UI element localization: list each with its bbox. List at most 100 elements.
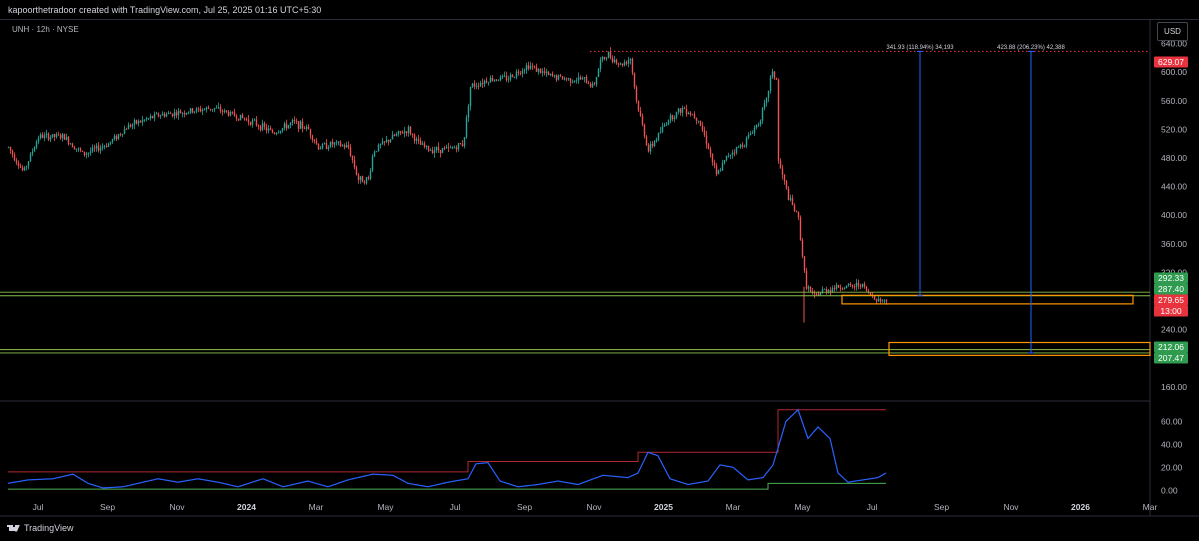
candle xyxy=(429,148,432,151)
candle-body xyxy=(53,134,56,137)
candle-body xyxy=(737,147,740,148)
candle xyxy=(605,57,608,61)
candle xyxy=(779,158,782,169)
candle xyxy=(757,122,760,127)
candle-body xyxy=(125,129,128,130)
candle xyxy=(723,159,726,165)
candle xyxy=(521,68,524,78)
candle-body xyxy=(471,83,474,87)
candle-body xyxy=(391,134,394,140)
candle-body xyxy=(51,134,54,138)
candle-body xyxy=(273,132,276,134)
candle xyxy=(419,137,422,145)
candle-body xyxy=(451,147,454,149)
candle xyxy=(247,115,250,126)
candle-body xyxy=(843,288,846,290)
candle-body xyxy=(343,145,346,148)
currency-button[interactable]: USD xyxy=(1157,22,1188,41)
price-label-text: 13:00 xyxy=(1160,306,1182,316)
candle-body xyxy=(197,108,200,110)
candle-body xyxy=(591,83,594,87)
candle-body xyxy=(713,162,716,166)
candle-body xyxy=(277,132,280,134)
candle-body xyxy=(503,75,506,77)
candle xyxy=(111,138,114,145)
candle xyxy=(679,108,682,116)
candle-body xyxy=(759,120,762,125)
time-tick-label: May xyxy=(377,502,394,512)
candle xyxy=(133,118,136,130)
candle xyxy=(487,81,490,86)
price-label-badge: 13:00 xyxy=(1154,305,1188,317)
candle xyxy=(565,77,568,82)
candle-body xyxy=(691,114,694,116)
candle xyxy=(805,267,808,291)
candle xyxy=(505,71,508,82)
candle-body xyxy=(827,290,830,293)
candle xyxy=(753,125,756,136)
candle xyxy=(519,70,522,76)
time-tick-label: Jul xyxy=(33,502,44,512)
candle xyxy=(177,108,180,120)
candle xyxy=(319,146,322,150)
candle-body xyxy=(151,116,154,119)
candle xyxy=(45,129,48,139)
candle-body xyxy=(247,119,250,123)
candle-body xyxy=(567,78,570,80)
candle xyxy=(47,132,50,142)
candle xyxy=(569,77,572,87)
candle xyxy=(277,130,280,134)
candle-body xyxy=(195,108,198,112)
candle xyxy=(37,135,40,145)
candle xyxy=(689,111,692,117)
candle xyxy=(759,119,762,127)
candle-body xyxy=(261,123,264,131)
candle xyxy=(495,79,498,82)
candle-body xyxy=(553,75,556,77)
candle-body xyxy=(607,51,610,59)
candle-body xyxy=(207,107,210,109)
candle xyxy=(523,68,526,74)
candle-body xyxy=(437,147,440,151)
candle xyxy=(69,142,72,145)
candle xyxy=(727,152,730,158)
oscillator-upper-band xyxy=(8,409,886,473)
candle xyxy=(427,145,430,153)
candle xyxy=(335,139,338,146)
candle-body xyxy=(815,293,818,295)
candle-body xyxy=(823,288,826,290)
candle xyxy=(241,112,244,119)
candle-body xyxy=(561,76,564,80)
candle-body xyxy=(571,82,574,84)
candle-body xyxy=(583,77,586,79)
candle xyxy=(285,119,288,131)
price-label-bg xyxy=(1154,56,1188,68)
candle xyxy=(783,174,786,185)
candle xyxy=(57,131,60,136)
candle xyxy=(299,120,302,130)
candle-body xyxy=(91,147,94,152)
candle-body xyxy=(825,288,828,293)
candle-body xyxy=(753,127,756,133)
candle xyxy=(545,68,548,78)
candle xyxy=(313,138,316,144)
candle-body xyxy=(167,112,170,115)
candle-body xyxy=(693,114,696,118)
candle xyxy=(293,116,296,124)
candle xyxy=(295,118,298,124)
candle-body xyxy=(467,106,470,118)
candle-body xyxy=(783,174,786,182)
candle xyxy=(609,47,612,60)
candle-body xyxy=(49,137,52,140)
candle xyxy=(751,130,754,134)
candle xyxy=(551,71,554,78)
candle-body xyxy=(869,292,872,296)
candle xyxy=(213,107,216,113)
candle xyxy=(619,62,622,66)
candle-body xyxy=(807,286,810,289)
candle xyxy=(655,137,658,143)
candle xyxy=(453,145,456,149)
candle-body xyxy=(121,133,124,135)
candle-body xyxy=(621,63,624,66)
